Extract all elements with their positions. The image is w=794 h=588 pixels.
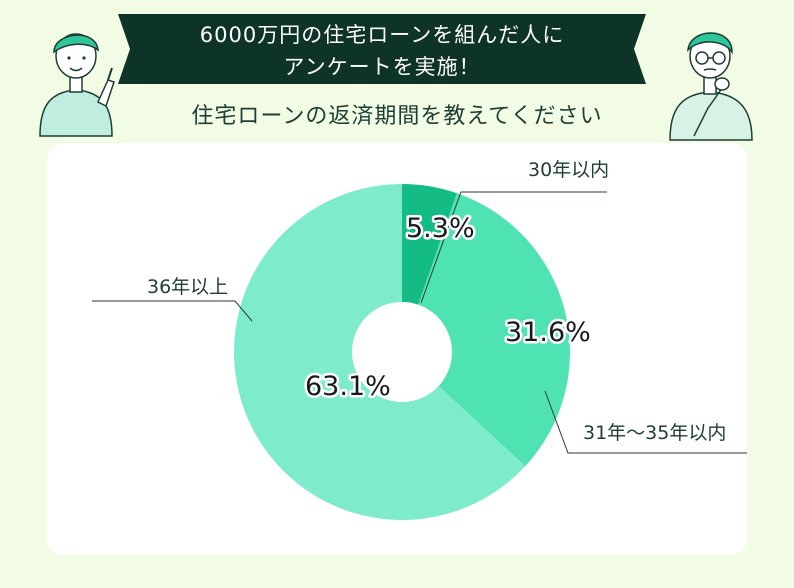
- leader-line-3: [92, 300, 253, 322]
- slice-3: [234, 184, 526, 520]
- banner-line-2: アンケートを実施！: [283, 55, 481, 79]
- slice-2: [418, 193, 570, 467]
- chart-card: 5.3% 30年以内 31.6% 31年〜35年以内 63.1% 36年以上: [47, 143, 747, 555]
- value-label-1: 5.3%: [406, 213, 475, 244]
- person-thinking-icon: [669, 32, 753, 141]
- value-label-2: 31.6%: [505, 317, 591, 348]
- leader-line-1: [420, 191, 607, 304]
- question-heading: 住宅ローンの返済期間を教えてください: [191, 104, 603, 129]
- banner-shape: [118, 14, 646, 84]
- category-label-2: 31年〜35年以内: [583, 422, 726, 444]
- person-pointing-icon: [39, 33, 115, 137]
- category-label-1: 30年以内: [528, 159, 609, 181]
- donut-chart: 5.3% 30年以内 31.6% 31年〜35年以内 63.1% 36年以上: [92, 159, 747, 520]
- category-label-3: 36年以上: [147, 276, 228, 298]
- headline-banner: 6000万円の住宅ローンを組んだ人に アンケートを実施！: [118, 14, 646, 84]
- slice-1: [402, 184, 457, 305]
- banner-line-1: 6000万円の住宅ローンを組んだ人に: [199, 23, 565, 47]
- value-label-3: 63.1%: [305, 371, 391, 402]
- leader-line-2: [544, 390, 747, 454]
